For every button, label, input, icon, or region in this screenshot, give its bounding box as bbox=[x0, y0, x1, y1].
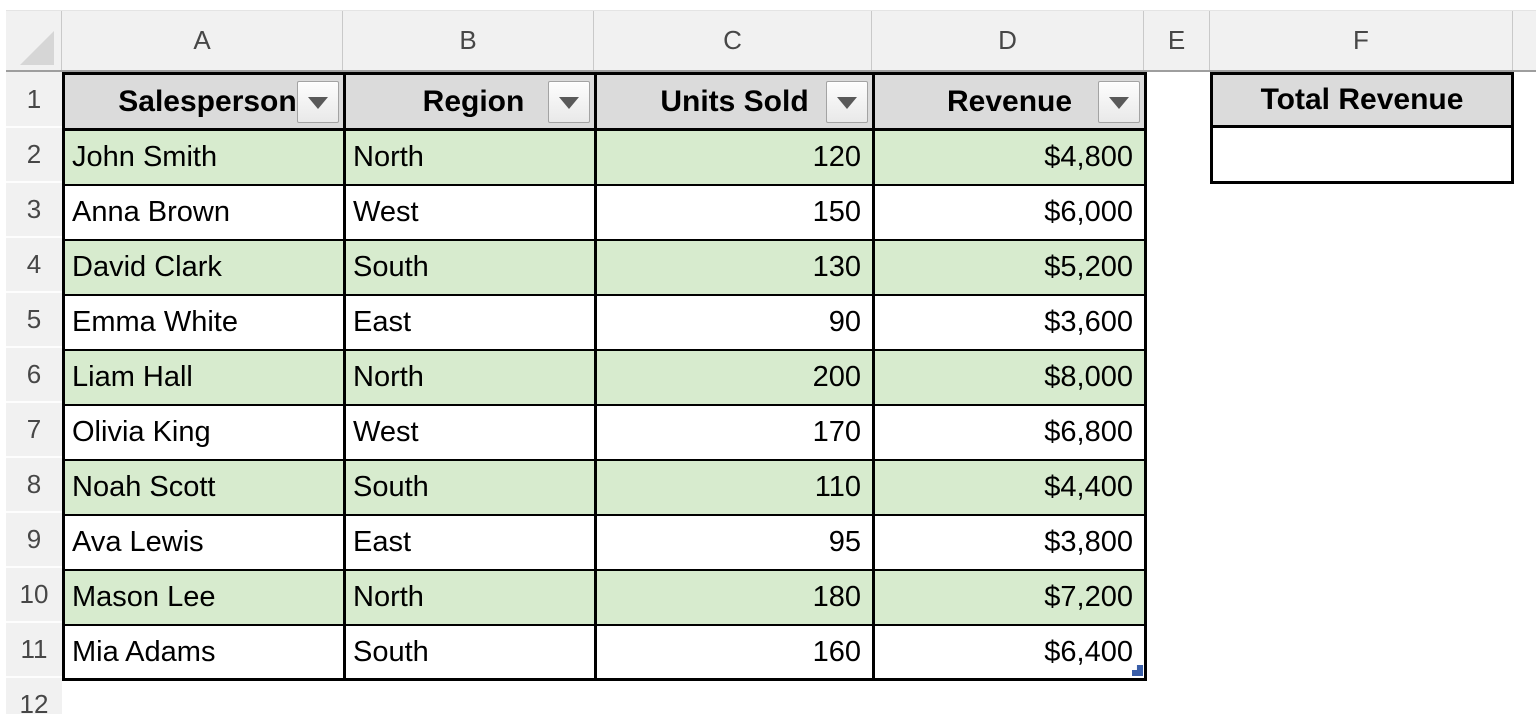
cell-units[interactable]: 120 bbox=[597, 131, 875, 186]
row-header-11[interactable]: 11 bbox=[6, 623, 62, 678]
table-row: Mason Lee North 180 $7,200 bbox=[65, 571, 1147, 626]
header-label-salesperson: Salesperson bbox=[118, 84, 297, 118]
cell-revenue[interactable]: $7,200 bbox=[875, 571, 1147, 626]
total-revenue-header-cell[interactable]: Total Revenue bbox=[1213, 75, 1511, 128]
cell-salesperson[interactable]: Olivia King bbox=[65, 406, 346, 461]
cell-units[interactable]: 150 bbox=[597, 186, 875, 241]
cell-units[interactable]: 170 bbox=[597, 406, 875, 461]
cell-salesperson[interactable]: Anna Brown bbox=[65, 186, 346, 241]
column-header-b[interactable]: B bbox=[343, 11, 594, 70]
filter-button-units-sold[interactable] bbox=[826, 80, 868, 123]
cell-units[interactable]: 180 bbox=[597, 571, 875, 626]
header-cell-units-sold[interactable]: Units Sold bbox=[597, 75, 875, 131]
cell-region[interactable]: South bbox=[346, 626, 597, 681]
cell-region[interactable]: South bbox=[346, 241, 597, 296]
cell-region[interactable]: North bbox=[346, 351, 597, 406]
sales-table: Salesperson Region Units Sold Revenue bbox=[62, 72, 1147, 681]
cell-region[interactable]: East bbox=[346, 516, 597, 571]
cell-region[interactable]: North bbox=[346, 571, 597, 626]
cell-salesperson[interactable]: Liam Hall bbox=[65, 351, 346, 406]
table-row: Mia Adams South 160 $6,400 bbox=[65, 626, 1147, 681]
filter-dropdown-icon bbox=[559, 97, 579, 109]
header-cell-salesperson[interactable]: Salesperson bbox=[65, 75, 346, 131]
cell-region[interactable]: North bbox=[346, 131, 597, 186]
header-label-region: Region bbox=[422, 84, 525, 118]
column-header-f[interactable]: F bbox=[1210, 11, 1513, 70]
cell-region[interactable]: West bbox=[346, 186, 597, 241]
table-row: Olivia King West 170 $6,800 bbox=[65, 406, 1147, 461]
cell-revenue[interactable]: $8,000 bbox=[875, 351, 1147, 406]
cell-region[interactable]: West bbox=[346, 406, 597, 461]
cell-salesperson[interactable]: Mia Adams bbox=[65, 626, 346, 681]
row-header-rail: 1 2 3 4 5 6 7 8 9 10 11 12 bbox=[6, 72, 62, 714]
column-header-a[interactable]: A bbox=[62, 11, 343, 70]
filter-dropdown-icon bbox=[837, 97, 857, 109]
cell-units[interactable]: 110 bbox=[597, 461, 875, 516]
column-header-e[interactable]: E bbox=[1144, 11, 1210, 70]
filter-dropdown-icon bbox=[1109, 97, 1129, 109]
table-resize-handle[interactable] bbox=[1132, 665, 1143, 676]
cell-units[interactable]: 130 bbox=[597, 241, 875, 296]
cell-salesperson[interactable]: Ava Lewis bbox=[65, 516, 346, 571]
cell-region[interactable]: South bbox=[346, 461, 597, 516]
cell-units[interactable]: 95 bbox=[597, 516, 875, 571]
cell-revenue[interactable]: $4,400 bbox=[875, 461, 1147, 516]
table-header-row: Salesperson Region Units Sold Revenue bbox=[65, 75, 1147, 131]
cell-revenue[interactable]: $4,800 bbox=[875, 131, 1147, 186]
table-row: David Clark South 130 $5,200 bbox=[65, 241, 1147, 296]
cell-salesperson[interactable]: Mason Lee bbox=[65, 571, 346, 626]
cell-units[interactable]: 200 bbox=[597, 351, 875, 406]
filter-button-salesperson[interactable] bbox=[297, 80, 339, 123]
row-header-4[interactable]: 4 bbox=[6, 238, 62, 293]
table-row: Emma White East 90 $3,600 bbox=[65, 296, 1147, 351]
cell-salesperson[interactable]: Noah Scott bbox=[65, 461, 346, 516]
row-header-12[interactable]: 12 bbox=[6, 678, 62, 714]
table-row: Noah Scott South 110 $4,400 bbox=[65, 461, 1147, 516]
row-header-6[interactable]: 6 bbox=[6, 348, 62, 403]
row-header-2[interactable]: 2 bbox=[6, 128, 62, 183]
cell-revenue[interactable]: $6,800 bbox=[875, 406, 1147, 461]
cell-revenue[interactable]: $6,000 bbox=[875, 186, 1147, 241]
filter-button-revenue[interactable] bbox=[1098, 80, 1140, 123]
cell-units[interactable]: 160 bbox=[597, 626, 875, 681]
table-row: Liam Hall North 200 $8,000 bbox=[65, 351, 1147, 406]
row-header-1[interactable]: 1 bbox=[6, 72, 62, 128]
cell-salesperson[interactable]: David Clark bbox=[65, 241, 346, 296]
cell-region[interactable]: East bbox=[346, 296, 597, 351]
header-label-revenue: Revenue bbox=[946, 84, 1073, 118]
filter-dropdown-icon bbox=[308, 97, 328, 109]
row-header-7[interactable]: 7 bbox=[6, 403, 62, 458]
column-header-c[interactable]: C bbox=[594, 11, 872, 70]
total-revenue-box: Total Revenue bbox=[1210, 72, 1514, 184]
row-header-5[interactable]: 5 bbox=[6, 293, 62, 348]
column-header-d[interactable]: D bbox=[872, 11, 1144, 70]
select-all-icon bbox=[20, 31, 54, 65]
cell-salesperson[interactable]: John Smith bbox=[65, 131, 346, 186]
cell-units[interactable]: 90 bbox=[597, 296, 875, 351]
row-header-3[interactable]: 3 bbox=[6, 183, 62, 238]
header-label-units-sold: Units Sold bbox=[660, 84, 809, 118]
table-row: Anna Brown West 150 $6,000 bbox=[65, 186, 1147, 241]
row-header-8[interactable]: 8 bbox=[6, 458, 62, 513]
header-cell-region[interactable]: Region bbox=[346, 75, 597, 131]
row-header-9[interactable]: 9 bbox=[6, 513, 62, 568]
table-row: Ava Lewis East 95 $3,800 bbox=[65, 516, 1147, 571]
header-cell-revenue[interactable]: Revenue bbox=[875, 75, 1147, 131]
cell-salesperson[interactable]: Emma White bbox=[65, 296, 346, 351]
select-all-corner[interactable] bbox=[6, 11, 62, 70]
column-header-band: A B C D E F bbox=[6, 10, 1536, 72]
row-header-10[interactable]: 10 bbox=[6, 568, 62, 623]
cell-revenue[interactable]: $3,800 bbox=[875, 516, 1147, 571]
column-header-g-partial[interactable] bbox=[1513, 11, 1536, 70]
total-revenue-value-cell[interactable] bbox=[1213, 128, 1511, 181]
table-row: John Smith North 120 $4,800 bbox=[65, 131, 1147, 186]
cell-revenue[interactable]: $3,600 bbox=[875, 296, 1147, 351]
cell-revenue[interactable]: $6,400 bbox=[875, 626, 1147, 681]
cell-revenue[interactable]: $5,200 bbox=[875, 241, 1147, 296]
filter-button-region[interactable] bbox=[548, 80, 590, 123]
